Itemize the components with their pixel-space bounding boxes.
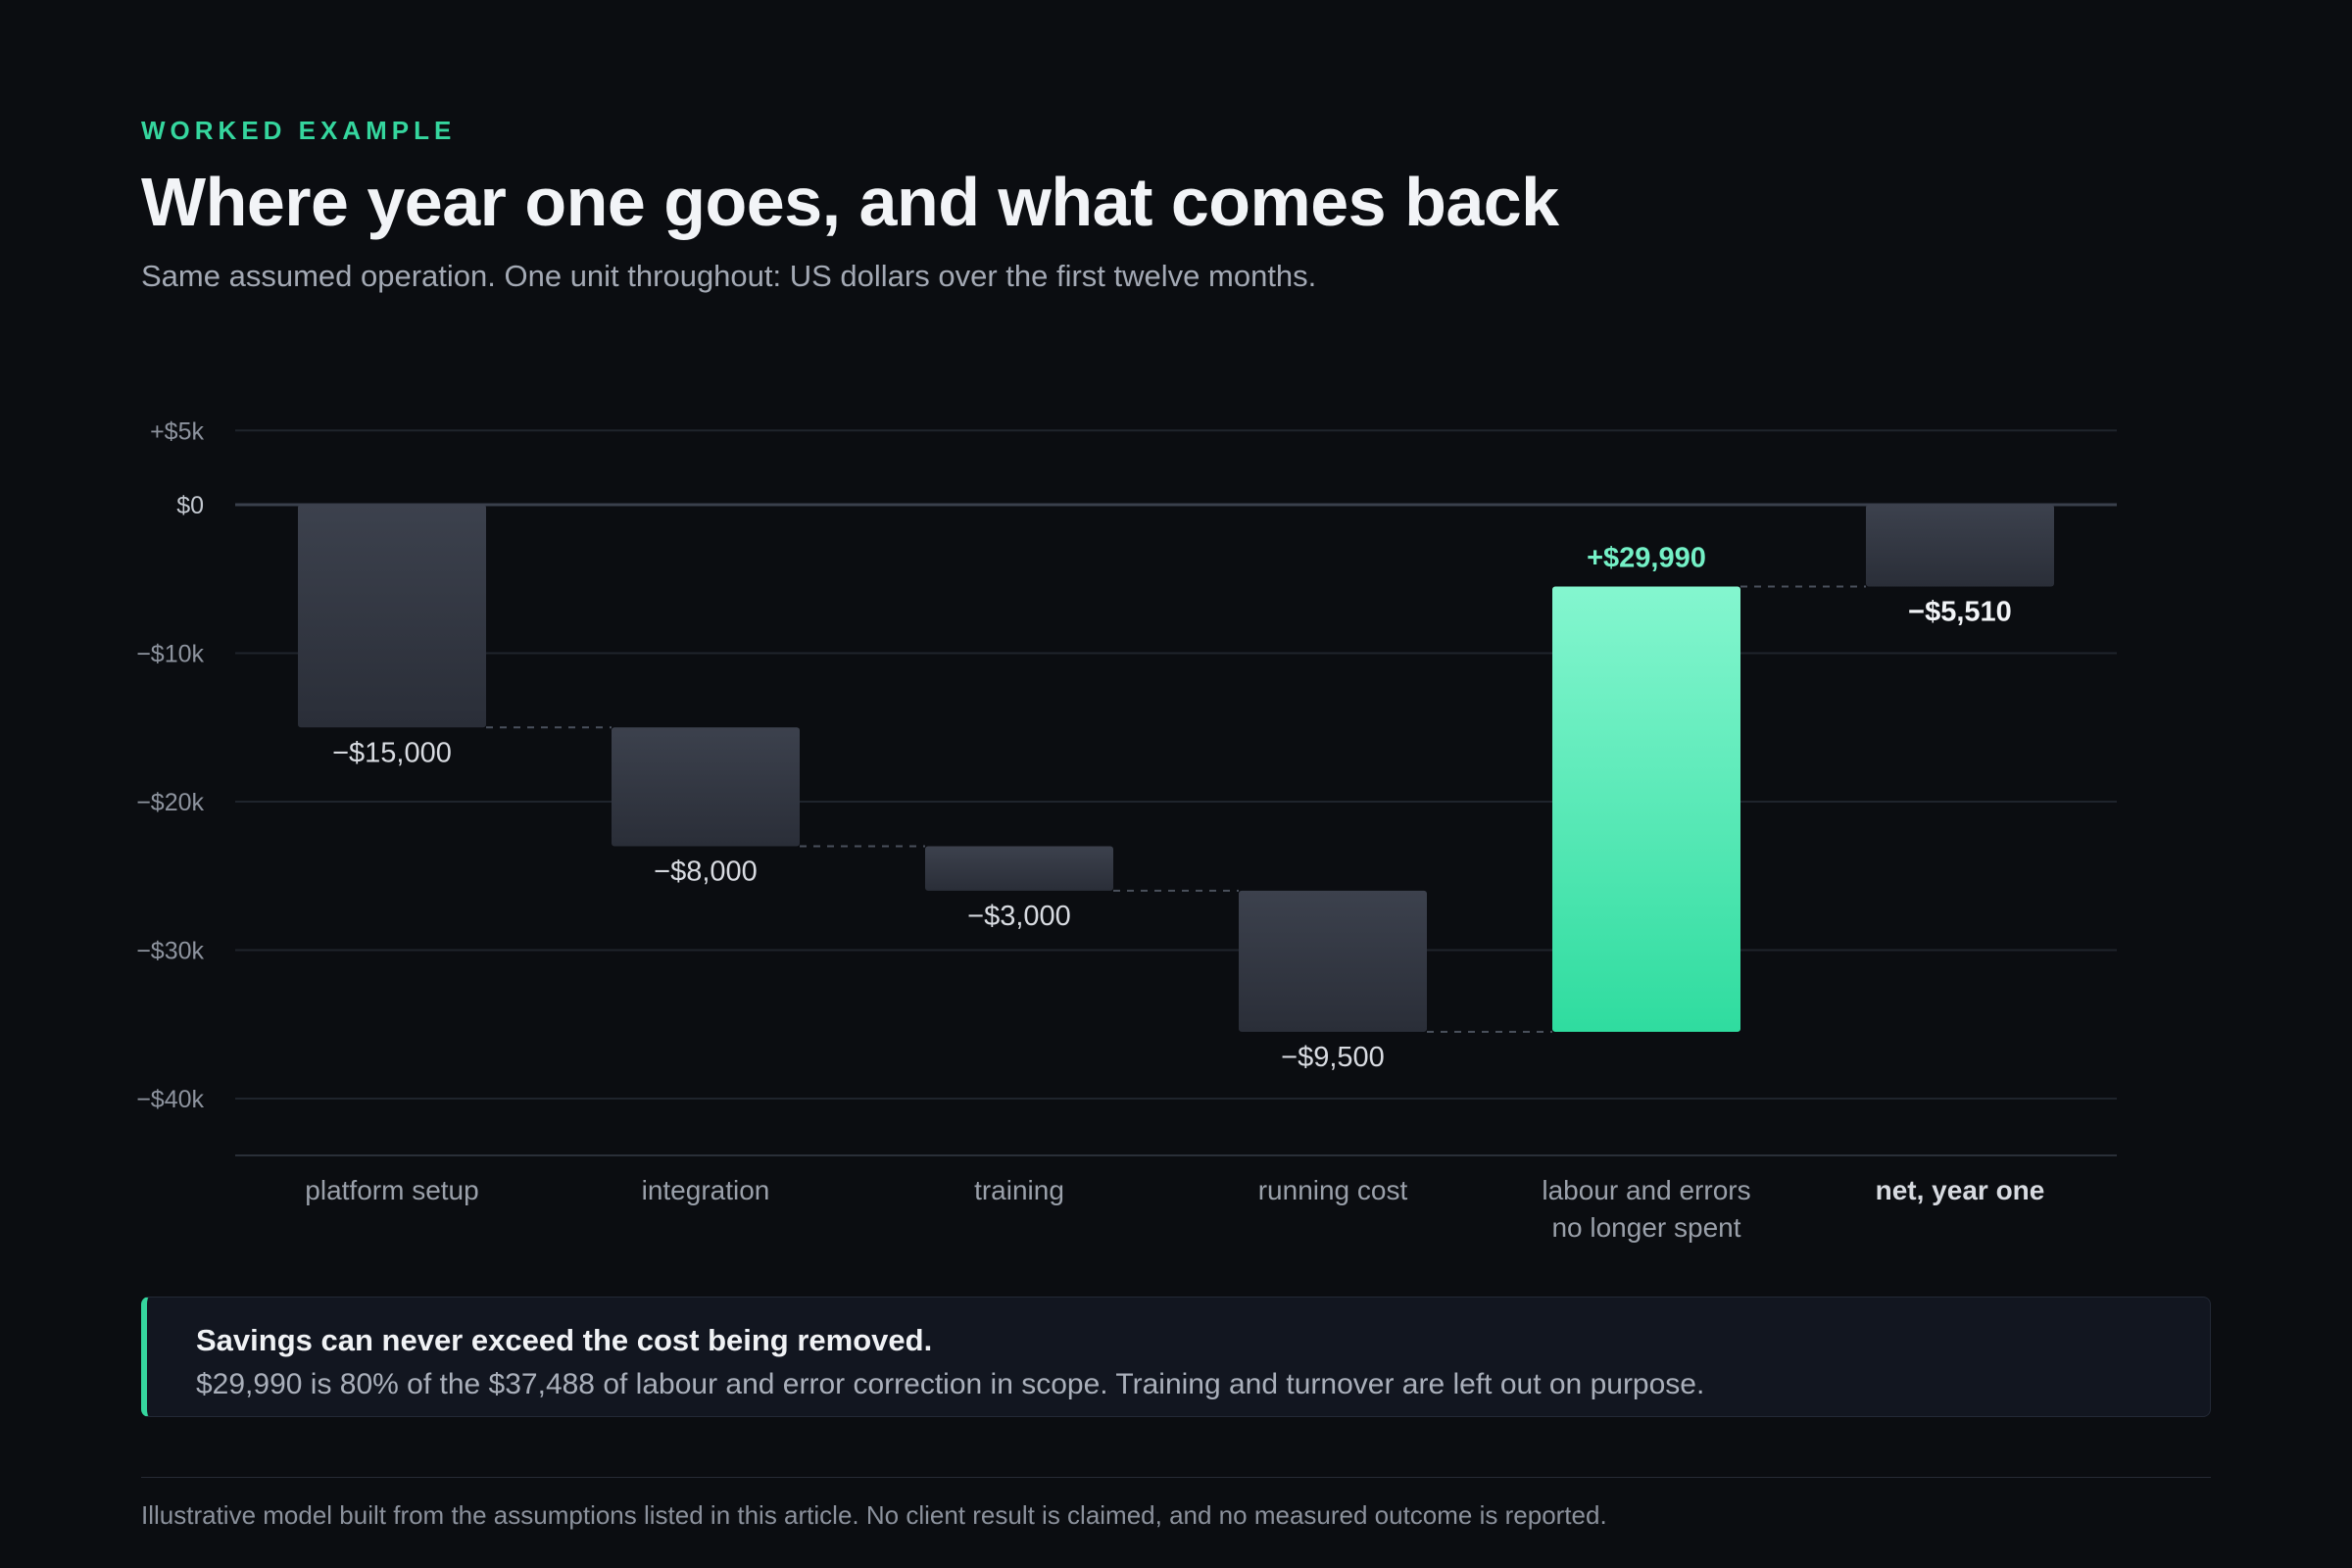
y-tick-label: +$5k (150, 417, 204, 445)
category-label: labour and errors (1542, 1175, 1750, 1205)
eyebrow-label: WORKED EXAMPLE (141, 116, 457, 145)
value-label: −$15,000 (332, 737, 452, 768)
y-tick-label: −$40k (136, 1086, 204, 1113)
category-label: platform setup (305, 1175, 478, 1205)
bar-total (1866, 505, 2054, 587)
category-label: net, year one (1876, 1175, 2045, 1205)
savings-callout: Savings can never exceed the cost being … (141, 1297, 2211, 1417)
category-label: no longer spent (1551, 1212, 1740, 1243)
callout-heading: Savings can never exceed the cost being … (196, 1323, 933, 1357)
waterfall-chart: −$15,000 platform setup −$8,000 integration… (136, 417, 2117, 1243)
value-label: −$9,500 (1281, 1042, 1385, 1073)
value-label: +$29,990 (1587, 542, 1706, 573)
callout-body: $29,990 is 80% of the $37,488 of labour … (196, 1368, 1705, 1400)
y-tick-label: −$30k (136, 938, 204, 965)
footnote: Illustrative model built from the assump… (141, 1500, 1607, 1530)
y-tick-label: $0 (176, 492, 204, 519)
bar-cost (1239, 890, 1427, 1032)
y-tick-label: −$20k (136, 789, 204, 816)
bar-cost (298, 505, 486, 728)
footer-divider (141, 1477, 2211, 1478)
page-subtitle: Same assumed operation. One unit through… (141, 259, 1317, 293)
page-title: Where year one goes, and what comes back (141, 164, 1559, 240)
category-label: integration (642, 1175, 770, 1205)
bar-gain (1552, 586, 1740, 1032)
value-label: −$8,000 (654, 856, 758, 887)
value-label: −$5,510 (1908, 596, 2012, 627)
bar-cost (925, 846, 1113, 891)
category-label: training (974, 1175, 1064, 1205)
bar-cost (612, 727, 800, 847)
category-label: running cost (1258, 1175, 1408, 1205)
value-label: −$3,000 (967, 901, 1071, 932)
y-tick-label: −$10k (136, 641, 204, 668)
